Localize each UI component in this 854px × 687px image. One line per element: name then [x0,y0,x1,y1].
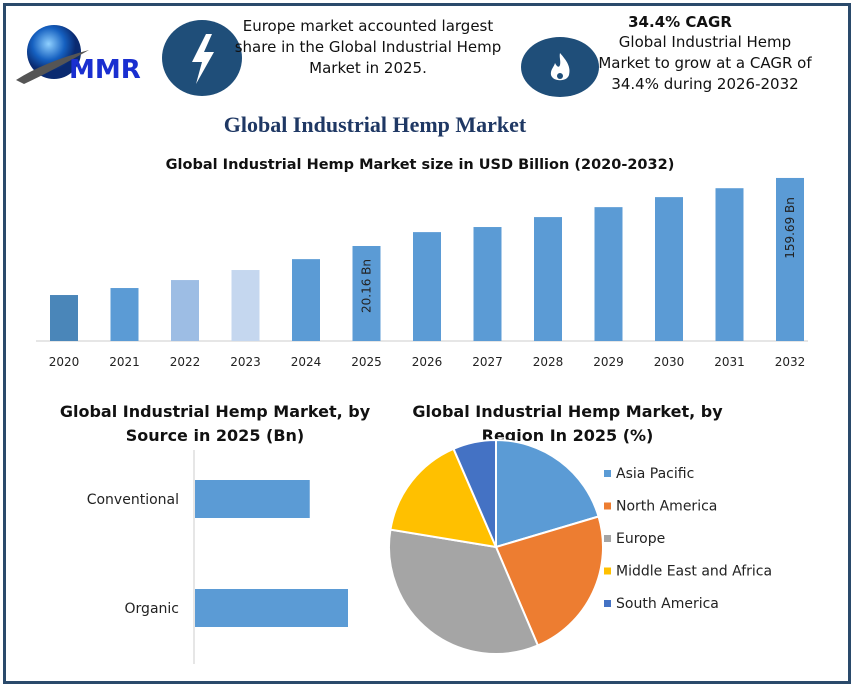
bar-organic [195,589,348,627]
lightning-icon [162,20,242,96]
bar-2022 [171,280,199,341]
region-chart-title: Global Industrial Hemp Market, by Region… [412,402,723,445]
legend-label: South America [616,596,719,612]
bar-2021 [110,288,139,341]
pie-slice-south-america [452,438,497,548]
x-tick-label: 2029 [593,355,624,369]
x-tick-label: 2021 [109,355,140,369]
legend-swatch [604,470,611,477]
main-title: Global Industrial Hemp Market [223,112,527,137]
data-label: 20.16 Bn [360,259,374,313]
bar-2030 [655,197,683,341]
bar-2031 [715,188,744,341]
pie-slice-asia-pacific [495,438,600,549]
legend-label: North America [616,499,717,515]
x-tick-label: 2026 [412,355,443,369]
x-tick-label: 2031 [714,355,745,369]
europe-share-text: Europe market accounted largest share in… [234,17,502,77]
pie-slice-europe [388,528,540,655]
legend-swatch [604,600,611,607]
legend-label: Middle East and Africa [616,564,772,580]
data-label: 159.69 Bn [783,197,797,259]
bar-2028 [534,217,562,341]
bar-2027 [473,227,502,341]
legend-swatch [604,567,611,575]
legend-label: Asia Pacific [616,466,694,482]
bar-2026 [413,232,441,341]
x-tick-label: 2032 [775,355,806,369]
bar-2029 [594,207,623,341]
bar-2025 [352,246,381,341]
pie-slice-middle-east-and-africa [389,447,498,549]
source-chart-title: Global Industrial Hemp Market, by Source… [59,402,371,445]
x-tick-label: 2024 [291,355,322,369]
cagr-title: 34.4% CAGR [628,13,732,31]
bar-chart-title: Global Industrial Hemp Market size in US… [165,157,675,173]
x-tick-label: 2028 [533,355,564,369]
legend-swatch [604,535,611,542]
x-tick-label: 2022 [170,355,201,369]
flame-icon [521,37,599,97]
x-tick-label: 2030 [654,355,685,369]
bar-2032 [776,177,804,341]
bar-2024 [292,259,320,341]
market-size-bar-chart: 2020 2021 2022 2023 2024 2025 20.16 Bn 2026 2027… [36,177,808,369]
x-tick-label: 2025 [351,355,382,369]
cagr-text: Global Industrial Hemp Market to grow at… [598,33,812,93]
legend-label: Europe [616,531,665,547]
pie-slice-north-america [494,515,604,647]
frame-border [3,3,851,684]
mmr-logo: MMR [14,22,159,87]
region-pie-chart: Asia Pacific North America Europe Middle Ea… [388,438,772,655]
x-tick-label: 2027 [472,355,503,369]
source-bar-chart: Conventional Organic [87,450,348,664]
bar-2020 [50,295,78,341]
x-tick-label: 2020 [49,355,80,369]
x-tick-label: 2023 [230,355,261,369]
bar-conventional [195,480,310,518]
category-label: Organic [125,601,179,617]
legend-swatch [604,502,611,510]
svg-text:MMR: MMR [69,55,141,85]
bar-2023 [231,270,260,341]
category-label: Conventional [87,492,179,508]
